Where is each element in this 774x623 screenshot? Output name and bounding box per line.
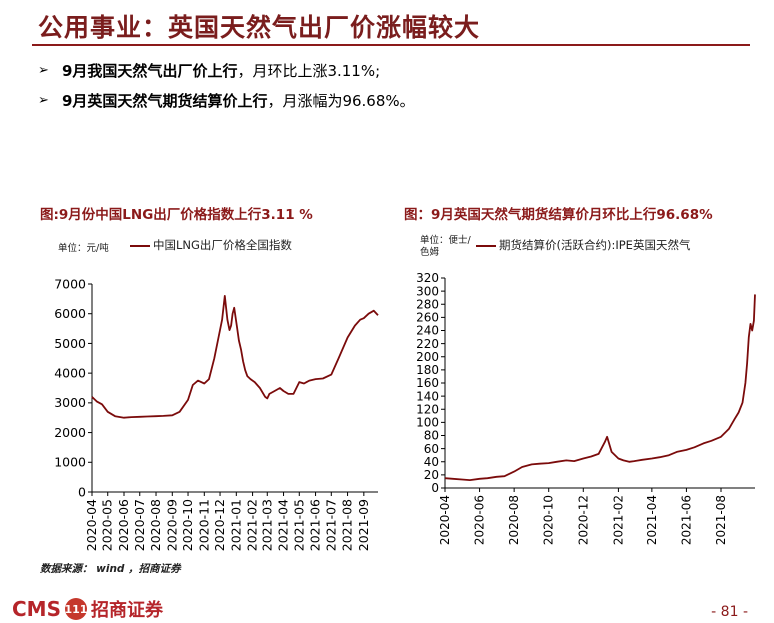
chart2-x-tick-label: 2021-08 bbox=[714, 495, 728, 545]
chart2-title: 图：9月英国天然气期货结算价月环比上行96.68% bbox=[404, 207, 713, 223]
bullet-bold: 9月英国天然气期货结算价上行 bbox=[62, 92, 268, 110]
chart1-y-tick-label: 2000 bbox=[54, 425, 86, 440]
chart2-x-tick-label: 2020-08 bbox=[507, 495, 521, 545]
chart1-x-tick-label: 2020-06 bbox=[116, 499, 131, 551]
chart2-y-tick-label: 140 bbox=[416, 389, 439, 403]
chart2-x-tick-label: 2020-04 bbox=[438, 495, 452, 545]
chart2-y-tick-label: 60 bbox=[424, 442, 439, 456]
chart1-unit: 单位：元/吨 bbox=[58, 243, 109, 254]
chart1-y-tick-label: 4000 bbox=[54, 366, 86, 381]
chart1-x-tick-label: 2020-05 bbox=[100, 499, 115, 551]
chart1-legend-label: 中国LNG出厂价格全国指数 bbox=[153, 238, 292, 252]
chart2-y-tick-label: 100 bbox=[416, 416, 439, 430]
chart1-title: 图:9月份中国LNG出厂价格指数上行3.11 % bbox=[40, 207, 313, 223]
chart2-x-tick-label: 2020-12 bbox=[576, 495, 590, 545]
legend-swatch bbox=[130, 244, 150, 247]
chart1-x-tick-label: 2020-07 bbox=[132, 499, 147, 551]
chart1-x-tick-label: 2021-05 bbox=[291, 499, 306, 551]
chart1-x-tick-label: 2020-04 bbox=[84, 499, 99, 551]
chart2-y-tick-label: 80 bbox=[424, 429, 439, 443]
chart2-x-tick-label: 2021-02 bbox=[611, 495, 625, 545]
chart1-x-tick-label: 2021-07 bbox=[323, 499, 338, 551]
chart1-series-line bbox=[91, 294, 379, 419]
chart1-x-tick-label: 2021-03 bbox=[259, 499, 274, 551]
chart2-plot: 0204060801001201401601802002202402602803… bbox=[416, 271, 756, 545]
chart2-x-tick-label: 2020-10 bbox=[542, 495, 556, 545]
bullet-list: ➢ 9月我国天然气出厂价上行，月环比上涨3.11%; ➢ 9月英国天然气期货结算… bbox=[38, 56, 415, 116]
chart1-x-tick-label: 2021-01 bbox=[228, 499, 243, 551]
bullet-text: ，月涨幅为96.68%。 bbox=[267, 92, 415, 110]
chart2-x-tick-label: 2021-06 bbox=[679, 495, 693, 545]
bullet-item: ➢ 9月我国天然气出厂价上行，月环比上涨3.11%; bbox=[38, 56, 415, 86]
bullet-item: ➢ 9月英国天然气期货结算价上行，月涨幅为96.68%。 bbox=[38, 86, 415, 116]
cms-logo: CMS 111 招商证券 bbox=[12, 596, 163, 622]
arrow-icon: ➢ bbox=[38, 93, 49, 108]
chart1-x-tick-label: 2020-11 bbox=[196, 499, 211, 551]
chart2-y-tick-label: 240 bbox=[416, 324, 439, 338]
chart2-x-tick-label: 2020-06 bbox=[473, 495, 487, 545]
chart2-y-tick-label: 180 bbox=[416, 363, 439, 377]
chart1-y-tick-label: 5000 bbox=[54, 336, 86, 351]
chart2-y-tick-label: 280 bbox=[416, 297, 439, 311]
chart2-x-tick-label: 2021-04 bbox=[645, 495, 659, 545]
chart1-x-tick-label: 2021-06 bbox=[308, 499, 323, 551]
chart1-y-tick-label: 1000 bbox=[54, 455, 86, 470]
chart2-y-tick-label: 260 bbox=[416, 311, 439, 325]
title-rule bbox=[32, 44, 750, 46]
chart1-y-tick-label: 7000 bbox=[54, 276, 86, 291]
chart2-y-tick-label: 160 bbox=[416, 376, 439, 390]
chart1-x-tick-label: 2020-10 bbox=[180, 499, 195, 551]
chart1-y-tick-label: 0 bbox=[78, 484, 86, 499]
chart1-x-tick-label: 2021-09 bbox=[356, 499, 371, 551]
legend-swatch bbox=[476, 244, 496, 247]
chart2-y-tick-label: 200 bbox=[416, 350, 439, 364]
data-source: 数据来源： wind ，招商证券 bbox=[40, 563, 181, 575]
chart2-y-tick-label: 20 bbox=[424, 468, 439, 482]
chart2-legend-label: 期货结算价(活跃合约):IPE英国天然气 bbox=[499, 238, 691, 252]
arrow-icon: ➢ bbox=[38, 63, 49, 78]
chart2-series-line bbox=[444, 294, 756, 482]
logo-text: CMS bbox=[12, 597, 61, 621]
chart2-y-tick-label: 300 bbox=[416, 284, 439, 298]
chart1-x-tick-label: 2021-02 bbox=[245, 499, 260, 551]
chart1-x-tick-label: 2020-12 bbox=[212, 499, 227, 551]
chart2-y-tick-label: 320 bbox=[416, 271, 439, 285]
chart2-y-tick-label: 0 bbox=[431, 481, 439, 495]
chart1-y-tick-label: 6000 bbox=[54, 306, 86, 321]
chart1-y-tick-label: 3000 bbox=[54, 395, 86, 410]
chart2-y-tick-label: 220 bbox=[416, 337, 439, 351]
chart2-legend: 期货结算价(活跃合约):IPE英国天然气 bbox=[476, 237, 690, 253]
chart1-x-tick-label: 2021-08 bbox=[340, 499, 355, 551]
chart1-x-tick-label: 2020-08 bbox=[148, 499, 163, 551]
page-title: 公用事业：英国天然气出厂价涨幅较大 bbox=[38, 13, 481, 42]
chart2-unit: 单位：便士/色姆 bbox=[420, 235, 471, 258]
chart1-x-tick-label: 2021-04 bbox=[276, 499, 291, 551]
chart1-legend: 中国LNG出厂价格全国指数 bbox=[130, 237, 292, 253]
page-number: - 81 - bbox=[711, 604, 748, 620]
chart2-y-tick-label: 40 bbox=[424, 455, 439, 469]
bullet-bold: 9月我国天然气出厂价上行 bbox=[62, 62, 238, 80]
chart2-y-tick-label: 120 bbox=[416, 402, 439, 416]
logo-badge-icon: 111 bbox=[65, 598, 87, 620]
chart1-x-tick-label: 2020-09 bbox=[164, 499, 179, 551]
bullet-text: ，月环比上涨3.11%; bbox=[237, 62, 381, 80]
logo-cn: 招商证券 bbox=[90, 600, 163, 621]
